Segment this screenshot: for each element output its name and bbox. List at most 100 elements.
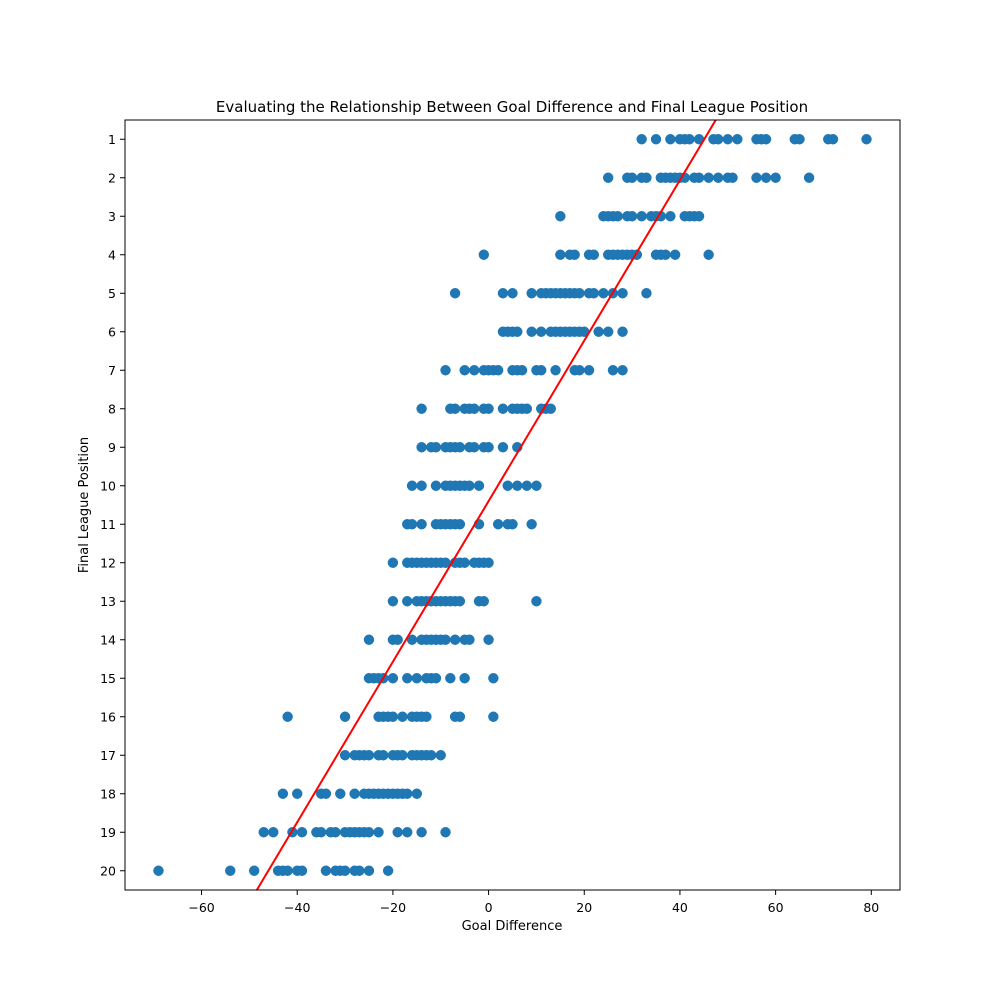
data-point bbox=[602, 326, 614, 337]
data-point bbox=[258, 827, 269, 838]
data-point bbox=[483, 557, 494, 568]
data-point bbox=[277, 788, 289, 799]
y-tick-label: 11 bbox=[100, 517, 116, 532]
data-point bbox=[492, 365, 504, 376]
data-point bbox=[449, 403, 461, 414]
data-point bbox=[650, 134, 662, 145]
x-tick-label: −20 bbox=[380, 900, 406, 915]
data-point bbox=[588, 288, 600, 299]
data-point bbox=[421, 711, 432, 722]
data-point bbox=[497, 403, 509, 414]
data-point bbox=[469, 442, 480, 453]
data-point bbox=[703, 172, 714, 183]
y-tick-label: 5 bbox=[108, 286, 116, 301]
data-point bbox=[684, 134, 695, 145]
data-point bbox=[387, 557, 399, 568]
data-point bbox=[617, 365, 628, 376]
data-point bbox=[402, 788, 413, 799]
data-point bbox=[545, 403, 556, 414]
data-point bbox=[660, 249, 671, 260]
data-point bbox=[225, 865, 236, 876]
data-point bbox=[507, 288, 518, 299]
x-tick-label: 80 bbox=[863, 900, 879, 915]
data-point bbox=[593, 326, 604, 337]
data-point bbox=[636, 134, 647, 145]
x-tick-label: 40 bbox=[672, 900, 688, 915]
data-point bbox=[430, 480, 442, 491]
data-point bbox=[363, 865, 375, 876]
y-tick-label: 14 bbox=[100, 632, 116, 647]
data-point bbox=[497, 288, 509, 299]
data-point bbox=[440, 634, 451, 645]
data-point bbox=[392, 634, 403, 645]
data-point bbox=[574, 288, 585, 299]
data-point bbox=[727, 172, 738, 183]
data-point bbox=[483, 403, 494, 414]
data-point bbox=[430, 442, 442, 453]
y-tick-label: 17 bbox=[100, 748, 116, 763]
y-tick-label: 15 bbox=[100, 671, 116, 686]
data-point bbox=[478, 249, 489, 260]
data-point bbox=[454, 596, 466, 607]
x-tick-label: −60 bbox=[188, 900, 214, 915]
data-point bbox=[512, 480, 523, 491]
data-point bbox=[502, 480, 513, 491]
data-point bbox=[722, 134, 733, 145]
data-point bbox=[339, 711, 351, 722]
data-point bbox=[732, 134, 743, 145]
data-point bbox=[478, 596, 489, 607]
data-point bbox=[665, 211, 676, 222]
trend-line bbox=[255, 120, 717, 890]
data-point bbox=[794, 134, 805, 145]
data-point bbox=[617, 326, 628, 337]
data-point bbox=[512, 326, 523, 337]
data-point bbox=[641, 172, 652, 183]
data-point bbox=[861, 134, 872, 145]
data-point bbox=[416, 403, 427, 414]
y-tick-label: 20 bbox=[100, 863, 116, 878]
data-point bbox=[320, 865, 332, 876]
y-tick-label: 7 bbox=[108, 363, 116, 378]
y-tick-label: 4 bbox=[108, 247, 116, 262]
data-point bbox=[569, 249, 580, 260]
data-point bbox=[516, 365, 528, 376]
data-point bbox=[282, 865, 293, 876]
x-tick-label: −40 bbox=[284, 900, 310, 915]
data-point bbox=[402, 596, 413, 607]
y-tick-label: 8 bbox=[108, 401, 116, 416]
y-tick-label: 6 bbox=[108, 324, 116, 339]
data-point bbox=[526, 326, 537, 337]
x-tick-label: 60 bbox=[768, 900, 784, 915]
data-point bbox=[550, 365, 561, 376]
x-tick-label: 0 bbox=[485, 900, 493, 915]
data-point bbox=[445, 673, 456, 684]
data-point bbox=[339, 865, 351, 876]
data-point bbox=[402, 673, 413, 684]
data-point bbox=[536, 326, 547, 337]
data-point bbox=[363, 634, 375, 645]
data-point bbox=[827, 134, 839, 145]
data-point bbox=[411, 788, 423, 799]
data-point bbox=[469, 403, 480, 414]
trend-line-layer bbox=[255, 120, 717, 890]
data-point bbox=[440, 365, 451, 376]
data-point bbox=[760, 134, 772, 145]
data-point bbox=[583, 365, 595, 376]
data-point bbox=[425, 750, 437, 761]
data-point bbox=[488, 711, 499, 722]
data-point bbox=[488, 673, 499, 684]
data-point bbox=[454, 711, 466, 722]
data-points bbox=[153, 134, 872, 876]
data-point bbox=[430, 673, 442, 684]
y-tick-label: 9 bbox=[108, 440, 116, 455]
data-point bbox=[454, 442, 466, 453]
y-tick-label: 1 bbox=[108, 132, 116, 147]
y-tick-label: 2 bbox=[108, 170, 116, 185]
plot-frame bbox=[124, 119, 901, 891]
data-point bbox=[531, 596, 542, 607]
data-point bbox=[402, 827, 413, 838]
data-point bbox=[449, 634, 461, 645]
data-point bbox=[406, 480, 418, 491]
y-tick-label: 19 bbox=[100, 825, 116, 840]
